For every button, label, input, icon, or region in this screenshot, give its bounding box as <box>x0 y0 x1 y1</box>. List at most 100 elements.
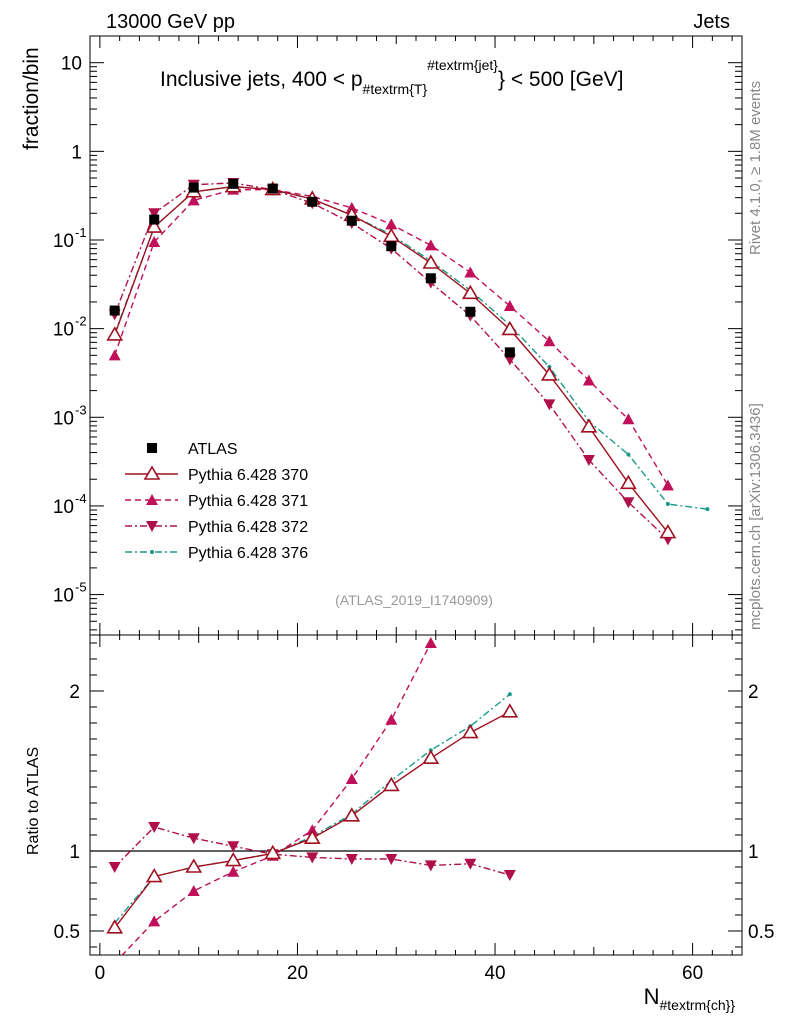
x-tick-label: 60 <box>682 963 703 984</box>
ratio-data-point <box>106 919 124 934</box>
data-point <box>346 215 357 226</box>
data-point <box>385 218 398 230</box>
y-tick-label-base: 1 <box>71 142 82 163</box>
data-point <box>543 335 556 347</box>
ratio-series-pythia-6-428-376 <box>112 692 512 925</box>
y-tick-label-base: 10 <box>53 408 74 429</box>
y-tick-label-exponent: -2 <box>75 314 87 329</box>
data-point <box>386 241 397 252</box>
data-point <box>148 208 161 220</box>
y-tick-label: 10 -1 <box>53 225 87 252</box>
ratio-y-tick-label: 2 <box>69 682 80 703</box>
collision-energy-label: 13000 GeV pp <box>106 11 235 33</box>
data-point <box>665 502 670 507</box>
rivet-version-label: Rivet 4.1.0, ≥ 1.8M events <box>747 81 764 255</box>
x-tick-label: 0 <box>95 963 106 984</box>
ratio-series-line <box>114 826 511 876</box>
legend-marker <box>150 550 154 554</box>
data-point <box>145 218 163 233</box>
data-point <box>580 418 598 433</box>
ratio-data-point <box>345 773 358 784</box>
data-point <box>228 178 239 189</box>
ratio-data-point <box>382 776 400 792</box>
data-point <box>501 320 519 336</box>
series-pythia-6-428-376 <box>112 184 710 512</box>
ratio-data-point <box>187 833 200 845</box>
data-point <box>307 196 318 207</box>
legend-marker <box>147 443 157 453</box>
legend: ATLAS Pythia 6.428 370 Pythia 6.428 371 Pyt… <box>125 441 308 562</box>
data-point <box>622 413 635 425</box>
legend-label: Pythia 6.428 371 <box>188 493 308 510</box>
y-tick-label: 10 -3 <box>53 402 87 429</box>
data-point <box>705 507 710 512</box>
ratio-y-tick-label-right: 2 <box>748 682 759 703</box>
legend-entry: Pythia 6.428 371 <box>125 493 308 510</box>
y-tick-label-base: 10 <box>53 497 74 518</box>
data-point <box>106 326 124 341</box>
x-tick-label: 20 <box>287 963 308 984</box>
ratio-data-point <box>187 885 200 896</box>
data-point <box>465 306 476 317</box>
ratio-series-group <box>106 637 519 968</box>
y-tick-label-base: 10 <box>53 320 74 341</box>
y-tick-label-exponent: -1 <box>75 225 87 240</box>
legend-label: Pythia 6.428 376 <box>188 545 308 562</box>
ratio-data-point <box>343 807 361 822</box>
data-point <box>149 214 160 225</box>
y-tick-label-exponent: -3 <box>75 402 87 417</box>
ratio-y-tick-label: 0.5 <box>54 922 80 943</box>
y-tick-label-exponent: -4 <box>75 491 87 506</box>
legend-entry: Pythia 6.428 376 <box>125 545 308 562</box>
ratio-series-line <box>114 711 511 929</box>
ratio-series-line <box>114 693 511 924</box>
data-point <box>425 273 436 284</box>
ratio-data-point <box>422 749 440 765</box>
ratio-data-point <box>503 870 516 881</box>
y-axis-label: fraction/bin <box>20 47 43 150</box>
ratio-y-axis-label: Ratio to ATLAS <box>25 747 42 855</box>
plot-title: Inclusive jets, 400 < p#textrm{T}#textrm… <box>160 57 623 97</box>
data-point <box>503 300 516 312</box>
data-point <box>582 374 595 386</box>
ratio-data-point <box>185 858 203 873</box>
data-point <box>464 266 477 278</box>
ratio-series-pythia-6-428-371 <box>109 637 437 968</box>
data-point <box>187 194 200 206</box>
data-point <box>582 454 595 466</box>
x-tick-label: 40 <box>484 963 505 984</box>
data-point <box>424 239 437 251</box>
legend-label: Pythia 6.428 370 <box>188 467 308 484</box>
y-tick-label-base: 10 <box>53 586 74 607</box>
legend-label: ATLAS <box>188 441 238 458</box>
legend-marker <box>143 465 161 480</box>
data-point <box>461 284 479 300</box>
jets-label: Jets <box>693 11 730 33</box>
ratio-data-point <box>507 692 512 697</box>
x-axis-label: N#textrm{ch}} <box>644 984 736 1013</box>
ratio-y-tick-label-right: 0.5 <box>748 922 774 943</box>
ratio-data-point <box>108 862 121 873</box>
data-point <box>504 347 515 358</box>
data-point <box>626 452 631 457</box>
y-tick-label: 1 <box>71 142 82 163</box>
ratio-data-point <box>345 854 358 865</box>
data-point <box>109 305 120 316</box>
legend-label: Pythia 6.428 372 <box>188 519 308 536</box>
ratio-data-point <box>227 865 240 877</box>
ratio-data-point <box>148 822 161 833</box>
series-line <box>114 182 669 540</box>
y-tick-label-base: 10 <box>53 231 74 252</box>
y-tick-label-base: 10 <box>61 54 82 75</box>
y-tick-label-exponent: -5 <box>75 580 87 595</box>
data-point <box>108 349 121 361</box>
series-atlas <box>109 178 515 358</box>
ratio-data-point <box>109 957 121 968</box>
ratio-data-point <box>385 854 398 865</box>
ratio-data-point <box>148 915 161 927</box>
y-tick-label: 10 -2 <box>53 314 87 341</box>
ratio-data-point <box>227 841 240 853</box>
legend-marker <box>146 521 158 532</box>
ratio-data-point <box>303 829 321 845</box>
